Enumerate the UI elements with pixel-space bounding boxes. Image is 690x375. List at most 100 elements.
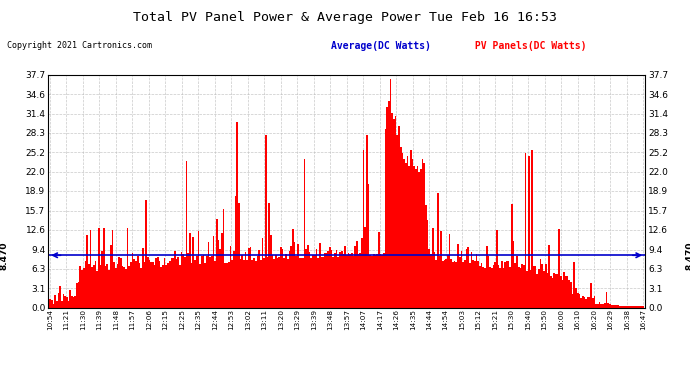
Bar	[511, 204, 513, 308]
Bar	[231, 260, 233, 308]
Bar	[95, 261, 97, 308]
Bar	[224, 263, 226, 308]
Bar	[359, 252, 361, 308]
Bar	[509, 267, 511, 308]
Bar	[500, 268, 501, 308]
Bar	[447, 255, 448, 308]
Bar	[273, 258, 275, 308]
Bar	[55, 295, 56, 307]
Bar	[86, 235, 88, 308]
Bar	[246, 260, 248, 308]
Bar	[147, 257, 148, 307]
Bar	[595, 304, 597, 307]
Bar	[68, 301, 70, 307]
Bar	[599, 303, 600, 307]
Bar	[543, 271, 545, 308]
Bar	[142, 248, 144, 308]
Bar	[354, 246, 356, 308]
Bar	[312, 255, 314, 308]
Bar	[452, 262, 454, 308]
Bar	[339, 252, 341, 308]
Bar	[140, 268, 142, 308]
Bar	[391, 113, 393, 308]
Bar	[342, 254, 344, 308]
Bar	[622, 306, 624, 308]
Bar	[363, 150, 364, 308]
Bar	[424, 163, 425, 308]
Bar	[433, 252, 435, 308]
Bar	[455, 262, 457, 308]
Bar	[609, 304, 611, 307]
Bar	[75, 296, 76, 307]
Bar	[501, 261, 503, 308]
Bar	[125, 270, 127, 308]
Bar	[162, 266, 164, 308]
Bar	[602, 304, 604, 307]
Bar	[182, 254, 184, 308]
Bar	[314, 255, 315, 308]
Bar	[375, 255, 376, 308]
Bar	[56, 301, 57, 307]
Text: Copyright 2021 Cartronics.com: Copyright 2021 Cartronics.com	[7, 41, 152, 50]
Bar	[415, 169, 417, 308]
Bar	[321, 257, 322, 307]
Bar	[309, 252, 310, 308]
Bar	[327, 252, 329, 308]
Bar	[170, 258, 172, 308]
Bar	[615, 305, 618, 308]
Bar	[491, 268, 493, 308]
Bar	[460, 251, 462, 308]
Bar	[268, 202, 270, 308]
Bar	[270, 234, 272, 308]
Bar	[402, 153, 403, 308]
Bar	[223, 209, 224, 308]
Bar	[337, 257, 339, 307]
Bar	[132, 252, 133, 308]
Bar	[307, 245, 309, 308]
Bar	[418, 172, 420, 308]
Bar	[378, 232, 380, 308]
Bar	[196, 256, 197, 307]
Bar	[593, 296, 595, 307]
Bar	[412, 159, 413, 308]
Bar	[636, 306, 638, 308]
Bar	[474, 261, 475, 308]
Bar	[578, 294, 580, 307]
Bar	[405, 163, 406, 308]
Bar	[265, 135, 266, 308]
Bar	[634, 306, 636, 308]
Bar	[215, 261, 216, 308]
Bar	[432, 228, 433, 308]
Bar	[557, 274, 558, 308]
Bar	[361, 238, 363, 308]
Bar	[221, 233, 223, 308]
Bar	[497, 265, 500, 308]
Bar	[614, 305, 615, 308]
Bar	[148, 260, 150, 308]
Bar	[349, 254, 351, 308]
Bar	[203, 255, 204, 308]
Bar	[49, 300, 51, 307]
Bar	[243, 260, 245, 308]
Bar	[159, 261, 160, 308]
Bar	[642, 306, 644, 308]
Bar	[382, 255, 383, 308]
Bar	[515, 263, 516, 308]
Bar	[236, 123, 238, 308]
Bar	[275, 255, 277, 308]
Bar	[251, 260, 253, 308]
Bar	[597, 304, 599, 307]
Bar	[79, 266, 81, 308]
Bar	[435, 260, 437, 308]
Bar	[600, 304, 602, 307]
Bar	[150, 262, 152, 308]
Bar	[406, 156, 408, 308]
Bar	[294, 242, 295, 308]
Bar	[91, 267, 93, 308]
Bar	[584, 297, 585, 307]
Bar	[333, 257, 334, 307]
Bar	[88, 264, 90, 308]
Bar	[71, 296, 72, 307]
Bar	[315, 249, 317, 308]
Bar	[201, 256, 203, 307]
